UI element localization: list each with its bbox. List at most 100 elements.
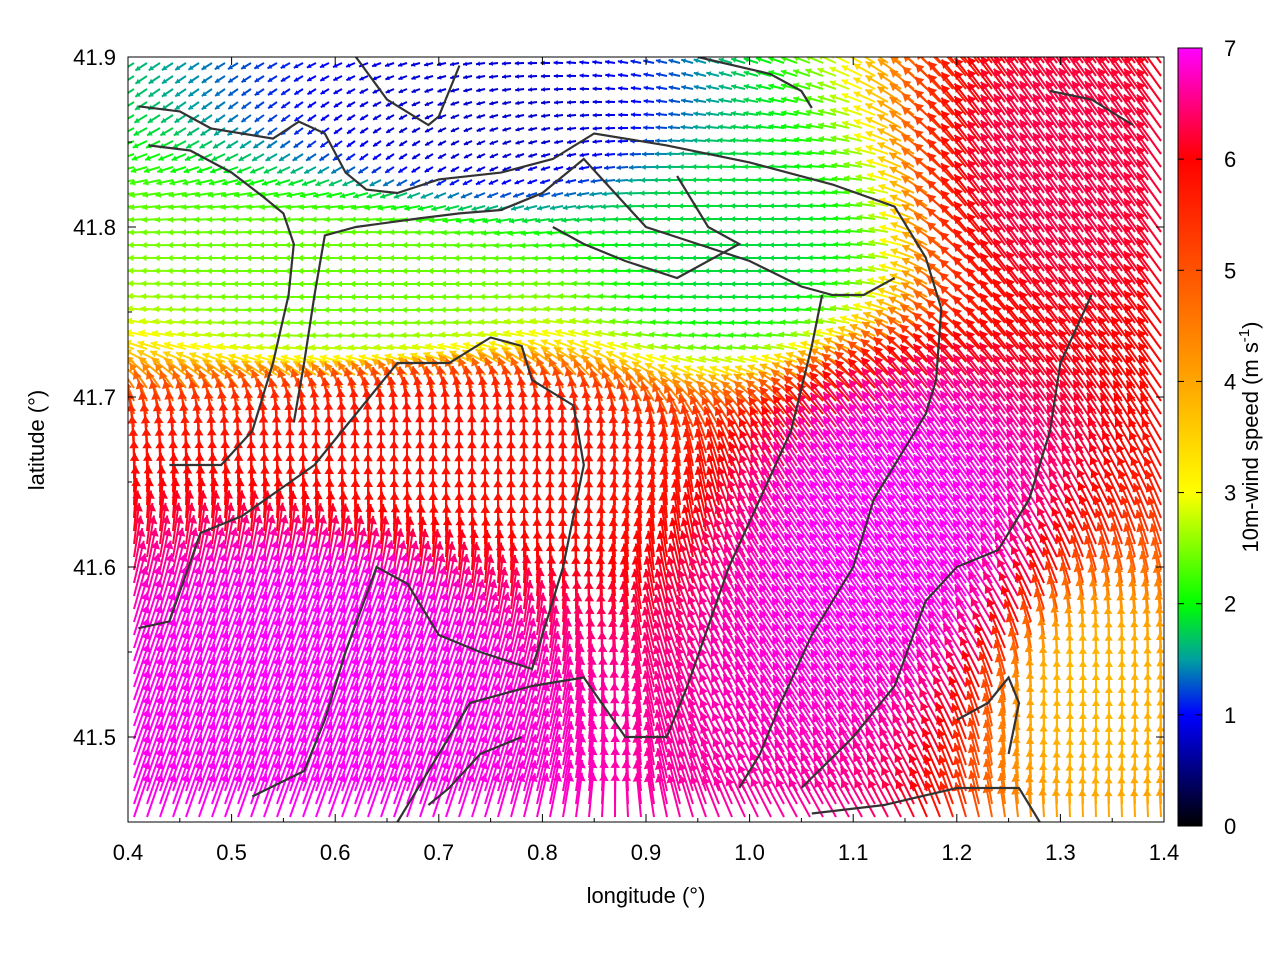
wind-arrow (246, 203, 265, 211)
wind-arrow (578, 165, 590, 171)
wind-arrow (345, 75, 356, 82)
wind-arrow (489, 114, 499, 119)
wind-arrow (651, 280, 668, 287)
wind-arrow (134, 88, 148, 98)
wind-arrow (173, 127, 187, 137)
wind-arrow (940, 176, 967, 207)
wind-arrow (431, 205, 447, 212)
wind-arrow (159, 127, 174, 137)
wind-arrow (877, 72, 902, 90)
wind-arrow (993, 68, 1019, 103)
wind-arrow (755, 176, 772, 183)
wind-arrow (267, 88, 278, 96)
wind-arrow (818, 135, 837, 143)
wind-arrow (592, 126, 603, 131)
wind-arrow (668, 85, 681, 91)
wind-arrow (678, 216, 693, 222)
wind-arrow (488, 74, 499, 79)
wind-arrow (1032, 197, 1058, 233)
wind-arrow (829, 94, 850, 103)
wind-arrow (966, 107, 993, 142)
wind-arrow (393, 192, 408, 199)
wind-arrow (129, 191, 148, 198)
wind-arrow (781, 137, 798, 143)
wind-arrow (1097, 171, 1123, 207)
wind-arrow (1136, 119, 1162, 155)
wind-arrow (655, 111, 668, 117)
wind-arrow (328, 179, 343, 187)
wind-arrow (1078, 789, 1087, 818)
wind-arrow (134, 75, 148, 85)
wind-arrow (437, 114, 447, 120)
wind-arrow (666, 151, 681, 157)
wind-arrow (1071, 57, 1097, 90)
wind-arrow (730, 124, 746, 130)
wind-arrow (1097, 67, 1123, 103)
wind-arrow (992, 211, 1019, 246)
wind-arrow (404, 205, 421, 212)
wind-arrow (829, 107, 850, 116)
wind-arrow (599, 229, 616, 236)
wind-arrow (566, 100, 577, 105)
wind-arrow (743, 57, 759, 64)
wind-arrow (379, 192, 395, 199)
wind-arrow (867, 199, 889, 207)
wind-arrow (1006, 197, 1032, 233)
wind-arrow (489, 101, 499, 106)
wind-arrow (972, 57, 980, 64)
wind-arrow (618, 99, 629, 104)
wind-arrow (330, 166, 343, 175)
wind-arrow (501, 74, 512, 79)
wind-arrow (690, 294, 707, 300)
wind-arrow (213, 127, 226, 137)
wind-arrow (705, 84, 720, 90)
wind-arrow (475, 61, 486, 66)
wind-arrow (437, 166, 447, 173)
wind-arrow (940, 84, 967, 116)
wind-arrow (940, 189, 967, 220)
wind-arrow (1071, 119, 1097, 155)
wind-arrow (966, 81, 993, 116)
wind-arrow (553, 113, 564, 118)
wind-arrow (640, 177, 655, 183)
wind-arrow (677, 293, 694, 300)
wind-arrow (293, 101, 304, 109)
wind-arrow (293, 75, 304, 83)
wind-arrow (665, 177, 680, 183)
wind-arrow (704, 281, 720, 287)
wind-arrow (499, 192, 512, 198)
wind-arrow (703, 294, 720, 300)
wind-arrow (267, 127, 278, 136)
wind-arrow (599, 242, 616, 249)
wind-arrow (730, 190, 746, 196)
wind-arrow (792, 82, 811, 90)
wind-arrow (1071, 106, 1097, 142)
wind-arrow (156, 179, 174, 186)
wind-arrow (940, 58, 967, 90)
wind-arrow (729, 294, 746, 300)
wind-arrow (324, 204, 343, 211)
wind-arrow (625, 255, 642, 261)
wind-arrow (148, 75, 161, 85)
wind-arrow (953, 200, 980, 233)
wind-arrow (371, 62, 382, 68)
wind-arrow (755, 281, 772, 287)
wind-arrow (625, 242, 641, 248)
wind-arrow (742, 190, 759, 196)
wind-arrow (146, 127, 161, 137)
wind-arrow (755, 150, 772, 157)
wind-arrow (755, 57, 772, 64)
wind-arrow (460, 192, 473, 199)
wind-arrow (1045, 106, 1071, 142)
wind-arrow (1123, 210, 1149, 246)
wind-arrow (1015, 57, 1032, 77)
wind-arrow (359, 153, 369, 161)
wind-arrow (665, 203, 680, 209)
wind-arrow (959, 57, 967, 64)
wind-arrow (769, 255, 784, 261)
wind-arrow (161, 75, 174, 85)
wind-arrow (927, 73, 954, 103)
wind-arrow (306, 75, 317, 82)
wind-arrow (541, 113, 551, 119)
wind-arrow (359, 140, 369, 148)
